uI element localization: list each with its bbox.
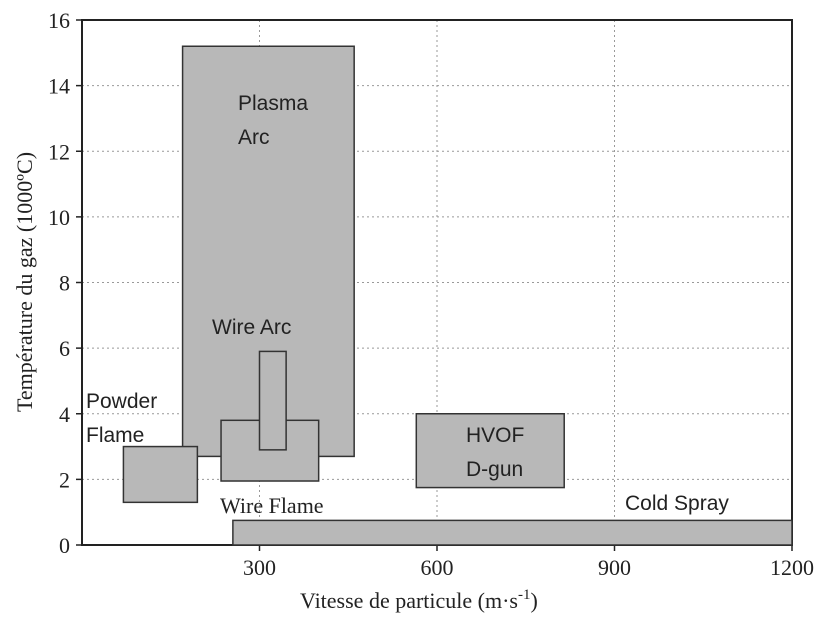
x-tick-label: 600 bbox=[421, 555, 454, 580]
range-box bbox=[258, 350, 287, 451]
y-tick-label: 16 bbox=[48, 8, 70, 33]
box-label: Powder bbox=[86, 390, 157, 413]
x-axis-label-main: Vitesse de particule (m·s bbox=[300, 588, 518, 613]
range-box bbox=[232, 519, 793, 546]
y-tick-label: 10 bbox=[48, 205, 70, 230]
x-tick-label: 300 bbox=[243, 555, 276, 580]
y-tick-label: 2 bbox=[59, 467, 70, 492]
box-label: D-gun bbox=[466, 458, 523, 481]
y-tick-label: 4 bbox=[59, 402, 70, 427]
x-tick-label: 1200 bbox=[770, 555, 814, 580]
range-box bbox=[122, 445, 199, 504]
y-tick-label: 6 bbox=[59, 336, 70, 361]
y-tick-label: 0 bbox=[59, 533, 70, 558]
range-box bbox=[415, 413, 565, 489]
box-label: HVOF bbox=[466, 424, 524, 447]
y-axis-label: Température du gaz (1000ºC) bbox=[12, 152, 37, 412]
box-label: Wire Arc bbox=[212, 316, 291, 339]
box-label: Flame bbox=[86, 424, 144, 447]
box-label: Wire Flame bbox=[220, 493, 324, 518]
box-label: Arc bbox=[238, 126, 270, 149]
x-axis-label-end: ) bbox=[531, 588, 538, 613]
y-tick-label: 14 bbox=[48, 74, 70, 99]
box-label: Plasma bbox=[238, 92, 308, 115]
x-axis-label-sup: -1 bbox=[518, 587, 531, 603]
y-tick-label: 8 bbox=[59, 271, 70, 296]
y-tick-label: 12 bbox=[48, 139, 70, 164]
box-label: Cold Spray bbox=[625, 492, 729, 515]
range-box bbox=[220, 419, 320, 482]
x-tick-label: 900 bbox=[598, 555, 631, 580]
x-axis-label: Vitesse de particule (m·s-1) bbox=[300, 587, 538, 613]
